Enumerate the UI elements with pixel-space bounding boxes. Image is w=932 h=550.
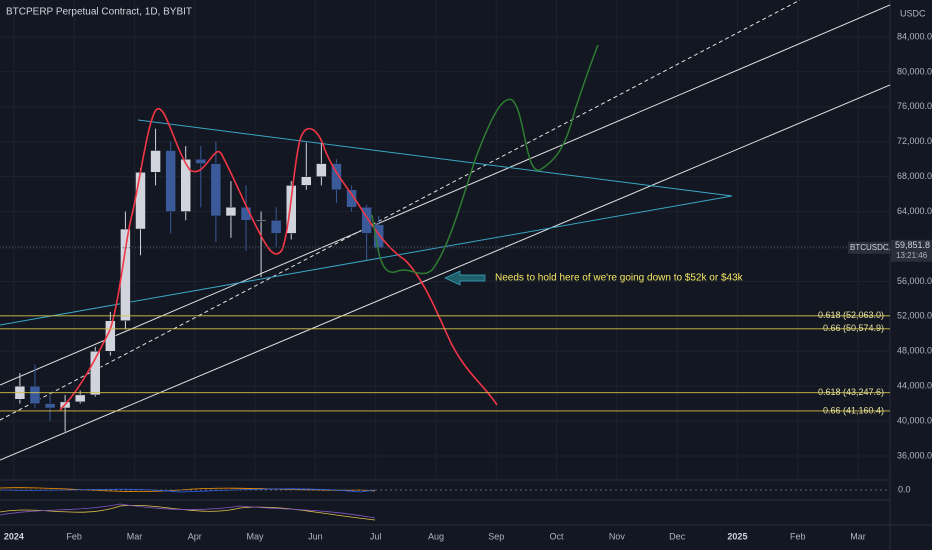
indicator-label: 0.0 [898,484,911,494]
x-tick-label: Dec [669,531,686,541]
y-tick-label: 72,000.0 [897,136,932,146]
x-tick-label: Jun [308,531,323,541]
x-tick-label: Apr [188,531,202,541]
candle-body [135,172,146,230]
candle-body [285,185,297,234]
candle-body [195,158,207,164]
y-tick-label: 84,000.0 [897,31,932,41]
x-tick-label: 2024 [4,531,24,541]
y-tick-label: 48,000.0 [897,346,932,356]
y-tick-label: 68,000.0 [897,171,932,181]
y-tick-label: 36,000.0 [897,450,932,460]
channel-upper [0,4,891,386]
fib-label: 0.66 (50,574.9) [823,323,884,333]
indicator-line [0,503,376,519]
candle-body [210,163,222,217]
triangle-top [137,119,733,197]
projection-bull [371,44,599,275]
x-tick-label: May [247,531,265,541]
candle-body [74,394,86,403]
channel-mid [0,0,801,421]
y-tick-label: 80,000.0 [897,66,932,76]
x-tick-label: Mar [127,531,143,541]
price-box [891,239,932,262]
candle-body [29,385,41,404]
y-tick-label: 52,000.0 [897,311,932,321]
annotation: Needs to hold here of we're going down t… [495,273,744,284]
y-tick-label: 64,000.0 [897,206,932,216]
projection-bear [59,107,498,411]
x-tick-label: Aug [428,531,444,541]
candle-body [165,150,176,212]
x-tick-label: Mar [850,531,866,541]
candle-body [255,220,267,222]
candle-body [44,403,56,409]
chart-title: BTCPERP Perpetual Contract, 1D, BYBIT [6,7,192,18]
x-tick-label: Sep [488,531,504,541]
currency: USDC [900,8,926,18]
x-tick-label: Feb [790,531,806,541]
fib-label: 0.618 (43,247.6) [818,387,884,397]
fib-label: 0.618 (52,063.0) [818,310,884,320]
x-tick-label: Jul [370,531,382,541]
channel-lower [0,84,891,461]
x-tick-label: Oct [550,531,565,541]
countdown: 13:21:46 [896,251,928,260]
candle-body [301,176,312,186]
y-tick-label: 56,000.0 [897,276,932,286]
x-tick-label: 2025 [727,531,747,541]
symbol-label: BTCUSDC.P [850,243,896,252]
candle-body [150,150,161,173]
x-tick-label: Nov [609,531,626,541]
levels: 0.618 (52,063.0) 0.66 (50,574.9) 0.618 (43… [0,310,890,415]
last-price-label: 59,851.8 [895,240,930,250]
candle-body [120,228,131,321]
y-tick-label: 40,000.0 [897,415,932,425]
y-tick-label: 76,000.0 [897,101,932,111]
candle-body [331,163,342,191]
candle-body [225,206,237,217]
candle-body [361,206,372,234]
fib-label: 0.66 (41,160.4) [823,405,884,415]
candle-body [316,163,327,177]
candle-body [270,220,282,234]
candle-body [346,189,357,208]
symbol-box [848,241,890,254]
arrow [444,270,486,286]
candle-body [105,320,116,352]
candle-body [180,158,191,212]
x-tick-label: Feb [66,531,82,541]
indicator-line [0,488,376,493]
y-tick-label: 44,000.0 [897,381,932,391]
candle-body [90,350,101,396]
